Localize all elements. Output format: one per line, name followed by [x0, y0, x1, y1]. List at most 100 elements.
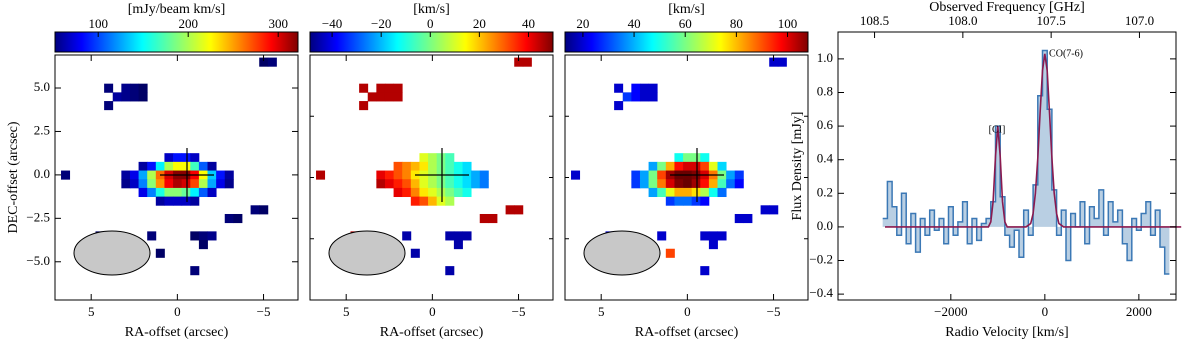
- colorbar-label: [km/s]: [413, 2, 450, 17]
- y-tick-label: 0.0: [817, 218, 833, 233]
- map-pixel: [147, 170, 157, 180]
- x-tick-label: 0: [684, 304, 691, 319]
- x-tick-label: 2000: [1126, 304, 1152, 319]
- map-pixel: [181, 153, 191, 163]
- x2-tick-label: 108.5: [860, 13, 889, 28]
- map-pixel: [428, 153, 438, 163]
- map-pixel: [190, 187, 200, 198]
- map-pixel: [717, 179, 727, 189]
- map-pixel: [639, 83, 649, 93]
- x-tick-label: −5: [767, 304, 781, 319]
- map-pixel: [384, 170, 394, 180]
- map-pixel: [436, 179, 446, 189]
- map-pixel: [164, 187, 174, 198]
- map-pixel: [181, 179, 191, 189]
- map-pixel: [514, 57, 524, 67]
- map-pixel: [198, 240, 208, 250]
- map-pixel: [259, 57, 269, 67]
- map-pixel: [428, 196, 438, 206]
- map-pixel: [393, 179, 403, 189]
- map-pixel: [674, 196, 684, 206]
- beam: [583, 230, 661, 276]
- map-pixel: [700, 231, 710, 241]
- x-tick-label: 0: [174, 304, 181, 319]
- map-pixel: [419, 187, 429, 198]
- map-pixel: [488, 213, 498, 224]
- map-pixel: [648, 187, 658, 198]
- map-pixel: [657, 179, 667, 189]
- colorbar-tick-label: 20: [576, 16, 589, 31]
- map-pixel: [479, 170, 489, 180]
- map-pixel: [665, 248, 675, 258]
- map-pixel: [216, 170, 226, 180]
- map-pixel: [462, 161, 472, 171]
- map-pixel: [393, 161, 403, 171]
- map-pixel: [173, 179, 183, 189]
- map-pixel: [639, 179, 649, 189]
- plot-frame: [837, 31, 1177, 301]
- map-pixel: [657, 170, 667, 180]
- map-pixel: [769, 57, 779, 67]
- map-pixel: [419, 196, 429, 206]
- x-axis-label: RA-offset (arcsec): [380, 325, 484, 340]
- map-pixel: [402, 161, 412, 171]
- map-pixel: [173, 196, 183, 206]
- map-pixel: [631, 83, 641, 93]
- map-pixel: [155, 196, 165, 206]
- map-pixel: [683, 161, 693, 171]
- map-pixel: [453, 179, 463, 189]
- y-tick-label: 5.0: [34, 79, 50, 94]
- map-pixel: [453, 240, 463, 250]
- map-pixel: [393, 170, 403, 180]
- map-pixel: [631, 92, 641, 102]
- map-pixel: [691, 196, 701, 206]
- map-pixel: [121, 92, 131, 102]
- map-pixel: [479, 213, 489, 224]
- map-pixel: [104, 101, 114, 111]
- map-pixel: [683, 153, 693, 163]
- map-pixel: [104, 83, 114, 93]
- y-tick-label: 0.2: [817, 184, 833, 199]
- y-tick-label: −2.5: [26, 209, 50, 224]
- colorbar-tick-label: 100: [778, 16, 798, 31]
- map-pixel: [376, 179, 386, 189]
- colorbar-tick-label: 40: [628, 16, 641, 31]
- map-pixel: [181, 161, 191, 171]
- x-tick-label: 5: [598, 304, 605, 319]
- map-pixel: [445, 187, 455, 198]
- map-pixel: [683, 179, 693, 189]
- map-pixel: [419, 153, 429, 163]
- colorbar-tick-label: 200: [178, 16, 198, 31]
- map-pixel: [138, 187, 148, 198]
- map-pixel: [402, 170, 412, 180]
- colorbar: [54, 31, 299, 53]
- map-pixel: [665, 196, 675, 206]
- map-pixel: [436, 153, 446, 163]
- map-pixel: [734, 170, 744, 180]
- map-pixel: [224, 179, 234, 189]
- map-pixel: [155, 187, 165, 198]
- y-tick-label: −5.0: [26, 253, 50, 268]
- map-pixel: [198, 231, 208, 241]
- x-axis-label: RA-offset (arcsec): [635, 325, 739, 340]
- map-pixel: [648, 170, 658, 180]
- map-pixel: [410, 248, 420, 258]
- map-pixel: [138, 161, 148, 171]
- map-pixel: [445, 161, 455, 171]
- map-pixel: [384, 179, 394, 189]
- y-tick-label: 1.0: [817, 50, 833, 65]
- map-pixel: [717, 231, 727, 241]
- map-pixel: [665, 179, 675, 189]
- map-pixel: [410, 179, 420, 189]
- map-pixel: [410, 187, 420, 198]
- map-pixel: [393, 92, 403, 102]
- x-tick-label: −2000: [934, 304, 967, 319]
- map-pixel: [216, 179, 226, 189]
- map-pixel: [233, 213, 243, 224]
- map-pixel: [198, 161, 208, 171]
- map-pixel: [436, 187, 446, 198]
- colorbar-tick-label: −40: [322, 16, 342, 31]
- map-pixel: [453, 161, 463, 171]
- map-pixel: [147, 161, 157, 171]
- map-pixel: [190, 161, 200, 171]
